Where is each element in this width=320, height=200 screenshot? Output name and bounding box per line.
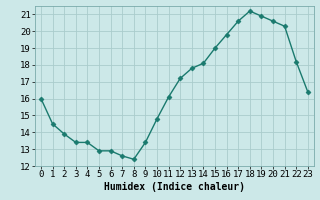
X-axis label: Humidex (Indice chaleur): Humidex (Indice chaleur) bbox=[104, 182, 245, 192]
